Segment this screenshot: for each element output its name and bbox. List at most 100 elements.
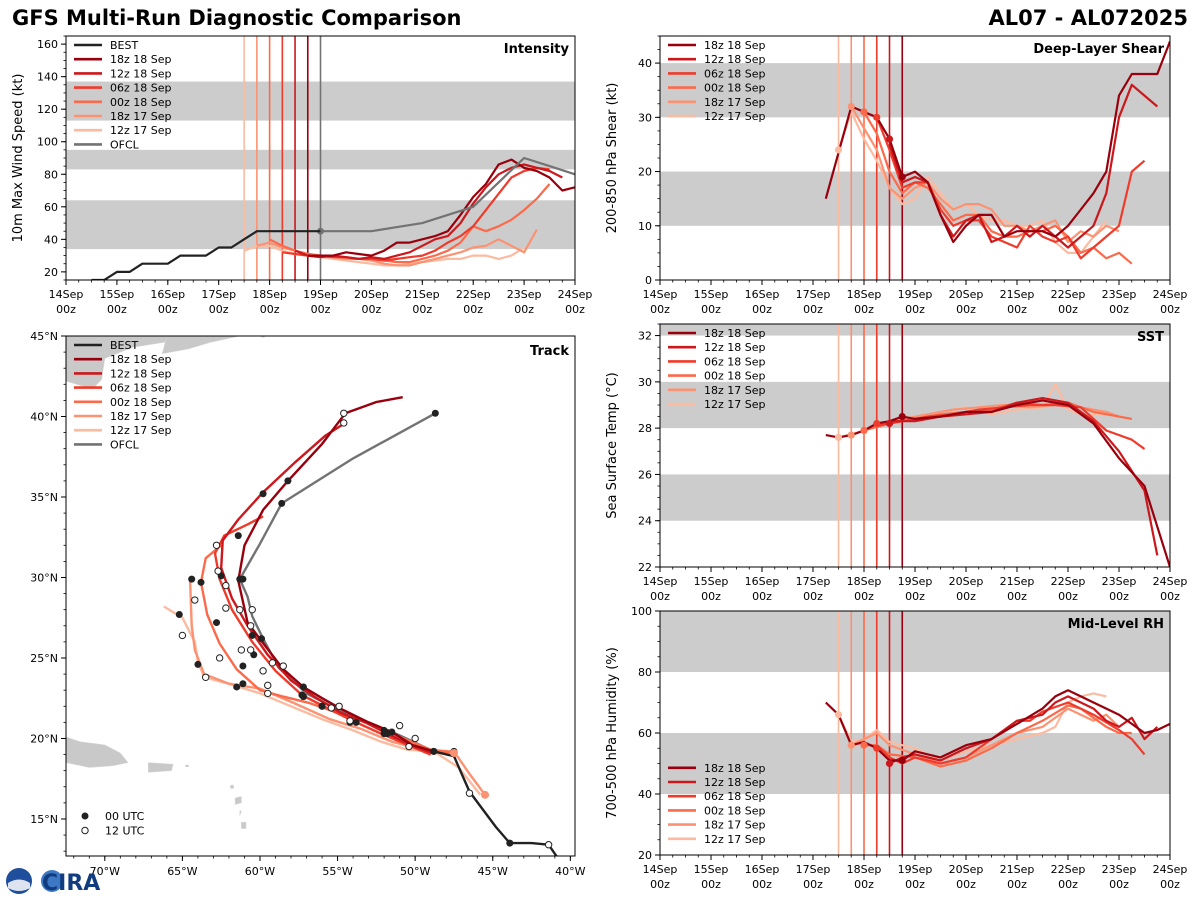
landmass	[230, 784, 234, 789]
x-tick-label: 00z	[362, 303, 382, 316]
x-tick-label: 18Sep	[252, 288, 287, 301]
x-tick-label: 20Sep	[949, 575, 984, 588]
track-point-12utc	[411, 734, 419, 743]
track-point-12utc	[212, 541, 221, 549]
y-tick-label: 30°N	[30, 571, 58, 584]
track-point-12utc	[191, 596, 199, 604]
y-tick-label: 20	[638, 849, 652, 862]
landmass	[185, 764, 189, 767]
init-point	[885, 419, 894, 428]
init-point	[873, 419, 881, 428]
y-axis-label: 10m Max Wind Speed (kt)	[11, 74, 26, 243]
x-tick-label: 00z	[1007, 878, 1027, 891]
track-point-00utc	[188, 575, 196, 583]
x-tick-label: 23Sep	[1102, 575, 1137, 588]
track-point-00utc	[258, 635, 266, 643]
x-tick-label: 22Sep	[1051, 863, 1086, 876]
track-point-12utc	[340, 419, 348, 427]
x-tick-label: 00z	[1058, 590, 1078, 603]
init-point	[834, 146, 843, 154]
track-point-00utc	[298, 691, 306, 699]
track-point-12utc	[222, 604, 230, 612]
x-tick-label: 21Sep	[1000, 863, 1035, 876]
x-tick-label: 00z	[752, 303, 772, 316]
legend-marker-12utc	[81, 826, 89, 835]
x-tick-label: 00z	[514, 303, 534, 316]
panel-title: Mid-Level RH	[1068, 617, 1164, 632]
legend-label: OFCL	[110, 438, 140, 451]
track-point-00utc	[239, 680, 247, 688]
x-tick-label: 16Sep	[745, 863, 780, 876]
track-point-00utc	[213, 619, 221, 627]
threshold-band	[660, 733, 1170, 794]
series-line-12z-18-sep	[294, 163, 563, 260]
track-point-00utc	[234, 532, 242, 540]
init-point	[847, 431, 855, 439]
legend-label: 18z 17 Sep	[110, 410, 172, 423]
legend-label: 12z 18 Sep	[110, 367, 172, 380]
legend-label: BEST	[110, 39, 138, 52]
x-tick-label: 15Sep	[694, 863, 729, 876]
legend-label: 06z 18 Sep	[704, 67, 766, 80]
landmass	[239, 810, 242, 816]
y-tick-label: 32	[638, 330, 652, 343]
y-tick-label: 15°N	[30, 813, 58, 826]
panel-intensity: 20 40 60 80 100 120 140 160 14Sep 00z 15Sep 00z 16Se…	[11, 35, 592, 316]
panel-title: Track	[530, 344, 569, 359]
x-tick-label: 21Sep	[405, 288, 440, 301]
track-point-00utc	[506, 839, 514, 847]
legend-label: 12 UTC	[105, 825, 145, 838]
x-tick-label: 15Sep	[100, 288, 135, 301]
legend-label: 18z 18 Sep	[110, 53, 172, 66]
x-tick-label: 22Sep	[1051, 575, 1086, 588]
x-tick-label: 00z	[463, 303, 483, 316]
track-point-00utc	[278, 499, 286, 507]
track-point-12utc	[236, 605, 244, 614]
track-point-12utc	[279, 662, 287, 670]
x-tick-label: 17Sep	[796, 863, 831, 876]
track-point-12utc	[246, 622, 255, 630]
track-point-12utc	[178, 631, 187, 640]
x-tick-label: 23Sep	[1102, 288, 1137, 301]
x-tick-label: 65°W	[167, 865, 197, 878]
x-tick-label: 00z	[1160, 590, 1180, 603]
x-tick-label: 00z	[650, 303, 670, 316]
series-line-18z-17-sep	[850, 105, 1120, 244]
y-tick-label: 120	[37, 103, 58, 116]
y-tick-label: 40	[44, 233, 58, 246]
globe-icon	[41, 870, 63, 892]
landmass	[161, 336, 240, 355]
x-tick-label: 00z	[107, 303, 127, 316]
x-tick-label: 00z	[854, 590, 874, 603]
x-tick-label: 00z	[854, 303, 874, 316]
x-tick-label: 00z	[905, 590, 925, 603]
track-point-12utc	[395, 721, 404, 730]
x-tick-label: 19Sep	[303, 288, 338, 301]
y-tick-label: 100	[37, 136, 58, 149]
legend-label: 12z 17 Sep	[110, 424, 172, 437]
landmass	[234, 796, 242, 805]
track-point-12utc	[201, 673, 210, 682]
x-tick-label: 55°W	[322, 865, 352, 878]
x-tick-label: 24Sep	[1153, 863, 1188, 876]
y-tick-label: 40	[638, 57, 652, 70]
x-tick-label: 00z	[260, 303, 280, 316]
track-point-00utc	[175, 611, 183, 619]
x-tick-label: 17Sep	[796, 575, 831, 588]
legend-label: 12z 17 Sep	[704, 398, 766, 411]
legend-label: 12z 17 Sep	[704, 110, 766, 123]
x-tick-label: 00z	[701, 590, 721, 603]
storm-id: AL07 - AL072025	[988, 6, 1189, 30]
legend-label: 06z 18 Sep	[704, 355, 766, 368]
init-point	[860, 426, 868, 435]
y-tick-label: 140	[37, 71, 58, 84]
series-line-00z-18-sep	[863, 111, 1133, 265]
y-tick-label: 20	[44, 266, 58, 279]
x-tick-label: 00z	[1109, 590, 1129, 603]
init-point	[860, 108, 868, 116]
x-tick-label: 00z	[565, 303, 585, 316]
threshold-band	[660, 611, 1170, 672]
x-tick-label: 00z	[956, 303, 976, 316]
series-group	[825, 383, 1170, 567]
legend-label: 12z 18 Sep	[704, 341, 766, 354]
